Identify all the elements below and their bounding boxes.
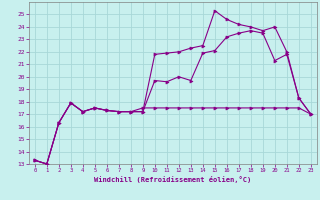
- X-axis label: Windchill (Refroidissement éolien,°C): Windchill (Refroidissement éolien,°C): [94, 176, 252, 183]
